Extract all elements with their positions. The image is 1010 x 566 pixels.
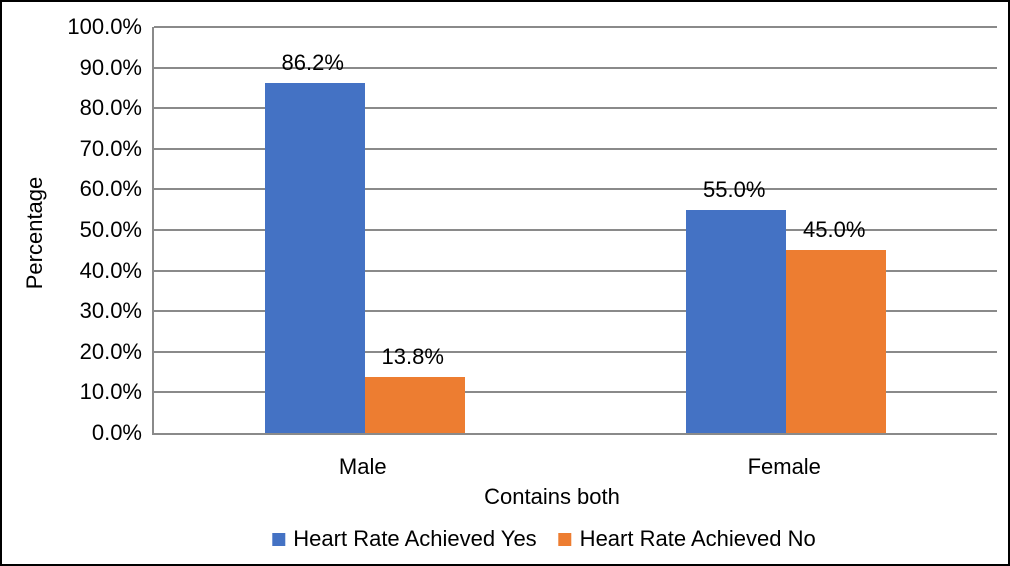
gridline <box>154 391 997 394</box>
bar-female-series-2 <box>786 250 887 433</box>
gridline <box>154 147 997 150</box>
legend-swatch-icon <box>272 532 286 546</box>
gridline <box>154 310 997 313</box>
gridline <box>154 229 997 231</box>
data-label: 45.0% <box>803 217 866 243</box>
data-label: 13.8% <box>381 343 444 369</box>
y-axis-tick-label: 50.0% <box>79 217 142 242</box>
data-label: 86.2% <box>281 50 344 76</box>
gridline <box>154 269 997 272</box>
y-axis-tick-label: 10.0% <box>79 379 142 405</box>
legend-swatch-icon <box>558 532 572 546</box>
legend: Heart Rate Achieved Yes Heart Rate Achiev… <box>272 526 816 552</box>
bar-male-series-1 <box>264 83 365 433</box>
legend-entry: Heart Rate Achieved No <box>558 526 816 552</box>
legend-label: Heart Rate Achieved Yes <box>293 526 537 551</box>
y-axis-tick-label: 20.0% <box>79 338 142 364</box>
y-axis-tick-label: 90.0% <box>79 54 142 80</box>
gridline <box>154 107 997 110</box>
data-label: 55.0% <box>703 176 766 202</box>
bar-male-series-2 <box>364 376 465 433</box>
legend-entry: Heart Rate Achieved Yes <box>272 526 537 552</box>
gridline <box>154 350 997 353</box>
y-axis-tick-label: 70.0% <box>79 135 142 161</box>
x-axis-title: Contains both <box>484 484 620 509</box>
plot-area <box>152 26 997 435</box>
gridline <box>154 188 997 191</box>
y-axis-tick-label: 0.0% <box>91 420 142 445</box>
y-axis-tick-label: 80.0% <box>79 95 142 121</box>
bar-female-series-1 <box>686 209 787 433</box>
y-axis-tick-label: 30.0% <box>79 298 142 324</box>
x-axis-category-label: Female <box>747 454 821 479</box>
gridline <box>154 66 997 69</box>
y-axis-tick-label: 60.0% <box>79 176 142 202</box>
x-axis-category-label: Male <box>338 454 387 479</box>
y-axis-tick-label: 40.0% <box>79 257 142 283</box>
legend-label: Heart Rate Achieved No <box>579 526 816 551</box>
gridline <box>154 26 997 28</box>
y-axis-tick-label: 100.0% <box>67 14 142 39</box>
